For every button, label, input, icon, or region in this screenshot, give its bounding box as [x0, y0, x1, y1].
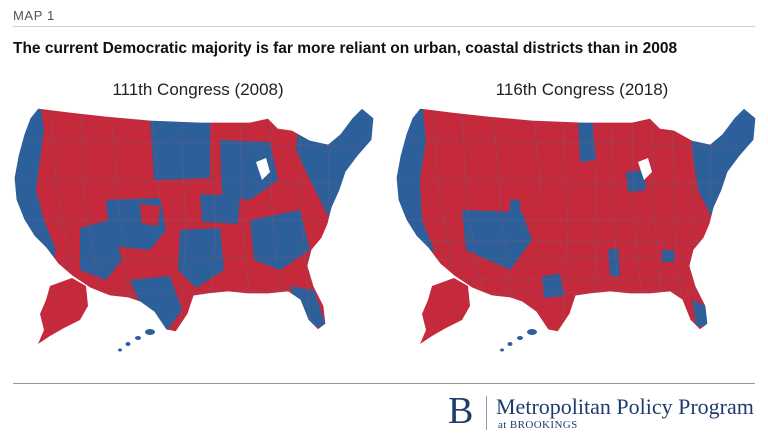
alaska [420, 278, 470, 344]
bottom-divider [13, 383, 755, 384]
map-111th-congress [13, 107, 375, 352]
us-outline [13, 107, 375, 333]
dem-region-mississippi-delta [608, 248, 620, 276]
dem-region-chicago [626, 170, 646, 192]
dem-region-texas-urban [542, 274, 564, 298]
brookings-logo: B Metropolitan Policy Program at BROOKIN… [446, 390, 764, 434]
page-title: The current Democratic majority is far m… [13, 40, 678, 57]
hawaii [500, 329, 537, 352]
dem-region-mountain-west [462, 210, 532, 270]
dem-region-appalachia [250, 210, 310, 270]
dem-region-upper-midwest [150, 118, 210, 180]
dem-region-plains [200, 194, 240, 224]
dem-region-texas-gulf [130, 276, 182, 332]
great-lakes [638, 158, 652, 180]
map-label-2018: 116th Congress (2018) [495, 80, 669, 99]
map-116th-congress [395, 107, 757, 352]
dem-region-great-lakes [220, 140, 278, 200]
brookings-b-mark: B [448, 390, 474, 432]
great-lakes [256, 158, 270, 180]
dem-region-florida [290, 286, 326, 328]
map-kicker: MAP 1 [13, 8, 55, 23]
hawaii [118, 329, 155, 352]
district-boundaries [396, 108, 756, 331]
dem-region-minnesota [578, 120, 596, 162]
rep-region-colorado-pocket [140, 204, 160, 226]
top-divider [13, 26, 755, 27]
alaska [38, 278, 88, 344]
dem-region-atlanta [662, 250, 674, 262]
dem-region-denver [510, 200, 520, 212]
map-label-2008: 111th Congress (2008) [112, 80, 284, 99]
program-name: Metropolitan Policy Program [496, 394, 754, 419]
organization-name: at BROOKINGS [498, 419, 578, 431]
us-outline [395, 107, 757, 333]
dem-region-southwest [80, 220, 122, 280]
logo-divider [486, 396, 487, 430]
